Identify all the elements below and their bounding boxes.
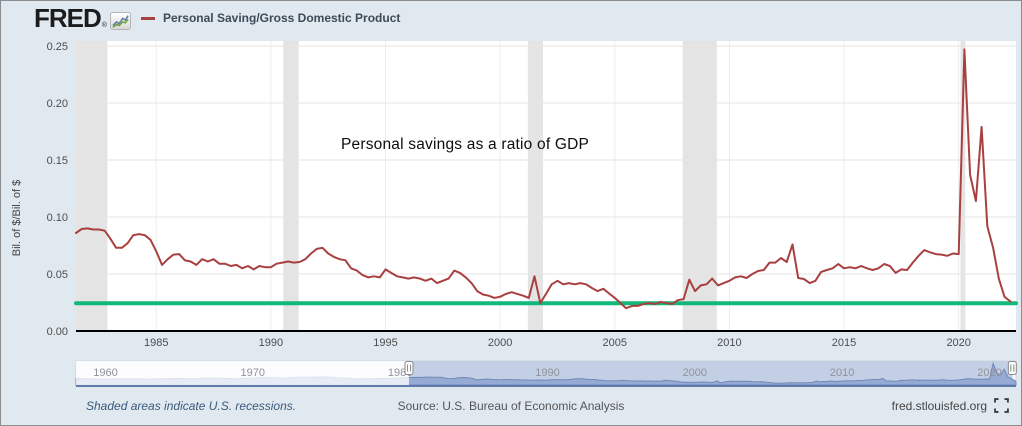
recession-note-link[interactable]: Shaded areas indicate U.S. recessions. [86, 399, 297, 413]
y-tick-label: 0.00 [47, 326, 68, 338]
fred-logo-text: FRED [34, 3, 102, 33]
plot-background [76, 41, 1016, 331]
y-tick-label: 0.10 [47, 212, 68, 224]
y-tick-label: 0.05 [47, 269, 68, 281]
recession-band [960, 41, 966, 331]
recession-band [527, 41, 544, 331]
fullscreen-icon[interactable] [994, 398, 1009, 413]
x-tick-label: 2000 [488, 337, 512, 349]
slider-decade-label: 1970 [241, 367, 265, 379]
series-legend-label: Personal Saving/Gross Domestic Product [162, 11, 401, 25]
registered-trademark: ® [101, 22, 107, 29]
x-tick-label: 2010 [717, 337, 741, 349]
chart-footer: Shaded areas indicate U.S. recessions. S… [1, 389, 1021, 425]
chart-area: 0.00 0.05 0.10 0.15 0.20 0.25 1985 1990 1995 2000… [1, 35, 1022, 391]
x-tick-label: 2015 [832, 337, 856, 349]
y-tick-label: 0.20 [47, 98, 68, 110]
x-tick-label: 2005 [603, 337, 627, 349]
fred-site-link[interactable]: fred.stlouisfed.org [891, 399, 987, 413]
x-tick-label: 1990 [259, 337, 283, 349]
slider-decade-label: 1990 [535, 367, 559, 379]
slider-decade-label: 2000 [683, 367, 707, 379]
fred-logo[interactable]: FRED ® [34, 3, 131, 33]
series-legend-marker [140, 16, 155, 20]
y-tick-label: 0.25 [47, 41, 68, 53]
chart-annotation: Personal savings as a ratio of GDP [341, 136, 590, 153]
chart-header: FRED ® Personal Saving/Gross Domestic Pro… [1, 1, 1021, 35]
slider-decade-label: 2010 [830, 367, 854, 379]
slider-left-handle[interactable] [404, 361, 414, 375]
slider-unselected-mask [76, 361, 409, 385]
x-tick-label: 2020 [946, 337, 970, 349]
x-tick-label: 1985 [144, 337, 168, 349]
slider-right-handle[interactable] [1007, 361, 1017, 375]
y-tick-label: 0.15 [47, 155, 68, 167]
date-range-slider[interactable]: 1960 1970 1980 1990 2000 2010 2020 [1, 35, 1022, 391]
recession-band [76, 41, 108, 331]
recession-band [283, 41, 299, 331]
slider-decade-label: 2020 [977, 367, 1001, 379]
series-legend: Personal Saving/Gross Domestic Product [140, 11, 401, 25]
x-tick-label: 1995 [373, 337, 397, 349]
line-chart-icon [109, 12, 131, 30]
y-axis-title: Bil. of $/Bil. of $ [11, 179, 23, 257]
main-chart[interactable]: 0.00 0.05 0.10 0.15 0.20 0.25 1985 1990 1995 2000… [1, 35, 1022, 391]
source-note: Source: U.S. Bureau of Economic Analysis [397, 399, 625, 413]
slider-decade-label: 1960 [93, 367, 117, 379]
data-series-line [75, 48, 1012, 310]
